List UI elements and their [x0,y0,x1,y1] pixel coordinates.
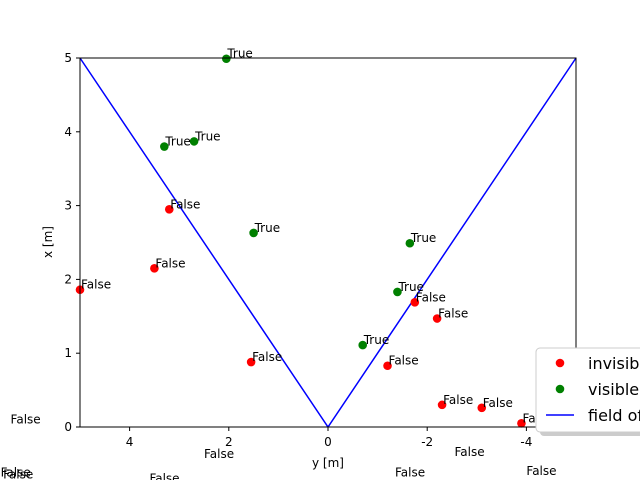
outside-point-label: False [204,447,234,461]
y-tick-label: 2 [64,272,72,286]
invisible-point-label: False [155,256,185,270]
invisible-point-label: False [389,354,419,368]
outside-point-label: False [11,412,41,426]
visible-point-label: True [363,333,390,347]
outside-point-label: False [454,445,484,459]
x-tick-label: 0 [324,435,332,449]
visible-point-label: True [226,47,253,61]
y-tick-label: 4 [64,125,72,139]
x-tick-label: 4 [126,435,134,449]
visible-point-label: True [254,221,281,235]
visible-point-label: True [397,280,424,294]
invisible-point-label: False [483,396,513,410]
x-tick-label: -4 [520,435,532,449]
visible-point-label: True [194,129,221,143]
invisible-point-label: False [81,278,111,292]
y-axis-label: x [m] [41,226,55,258]
outside-point-label: False [3,468,33,480]
visible-point-label: True [164,135,191,149]
legend-invisible-label: invisible [588,354,640,373]
legend-invisible-marker [556,359,565,368]
x-tick-label: -2 [421,435,433,449]
legend-field-of-label: field of [588,406,640,425]
invisible-point-label: Fa [522,411,535,425]
invisible-point-label: False [438,307,468,321]
outside-point-label: False [395,465,425,479]
y-tick-label: 5 [64,51,72,65]
legend: invisible visible field of [536,348,640,436]
y-tick-label: 3 [64,199,72,213]
visible-point-label: True [410,231,437,245]
y-tick-label: 0 [64,420,72,434]
invisible-point-label: False [443,393,473,407]
outside-point-label: False [149,471,179,480]
legend-visible-marker [556,385,565,394]
y-tick-label: 1 [64,346,72,360]
x-axis-label: y [m] [312,456,344,470]
outside-point-label: False [526,464,556,478]
invisible-point-label: False [252,350,282,364]
invisible-point-label: False [170,197,200,211]
legend-visible-label: visible [588,380,639,399]
plot-area [80,58,576,427]
